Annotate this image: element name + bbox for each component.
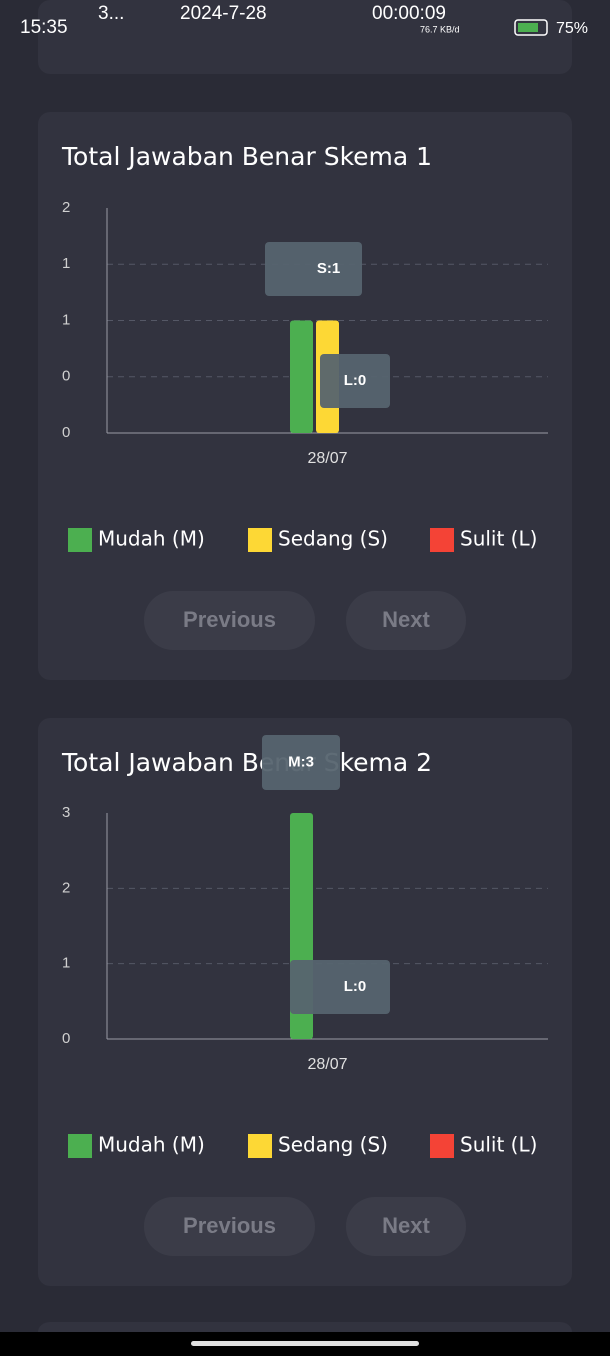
legend-label: Sulit (L) (460, 1133, 537, 1157)
legend-label: Mudah (M) (98, 527, 205, 551)
legend-label: Sedang (S) (278, 527, 388, 551)
x-tick-label: 28/07 (307, 450, 347, 467)
tooltip-text: M:3 (288, 753, 314, 770)
tooltip (320, 354, 390, 408)
y-tick-label: 0 (62, 424, 70, 441)
y-tick-label: 1 (62, 311, 70, 328)
battery: 75% (556, 20, 588, 37)
legend-swatch (430, 528, 454, 552)
y-tick-label: 1 (62, 955, 70, 972)
notice: 3... (98, 3, 124, 24)
next-label[interactable]: Next (382, 1213, 430, 1238)
y-tick-label: 2 (62, 879, 70, 896)
y-tick-label: 3 (62, 804, 70, 821)
time: 15:35 (20, 17, 68, 38)
home-handle[interactable] (191, 1341, 419, 1346)
battery-icon (514, 19, 548, 36)
next-button[interactable] (346, 1197, 466, 1256)
legend-swatch (248, 1134, 272, 1158)
timer: 00:00:09 (372, 3, 446, 24)
legend-label: Sulit (L) (460, 527, 537, 551)
legend-swatch (248, 528, 272, 552)
card-top (38, 0, 572, 74)
y-tick-label: 0 (62, 1030, 70, 1047)
tooltip (265, 242, 362, 296)
chart-title: Total Jawaban Benar Skema 2 (61, 748, 432, 777)
legend-label: Mudah (M) (98, 1133, 205, 1157)
legend-label: Sedang (S) (278, 1133, 388, 1157)
chart-title: Total Jawaban Benar Skema 1 (61, 142, 432, 171)
legend-swatch (68, 1134, 92, 1158)
next-button[interactable] (346, 591, 466, 650)
legend-swatch (430, 1134, 454, 1158)
y-tick-label: 1 (62, 255, 70, 272)
previous-label[interactable]: Previous (183, 1213, 276, 1238)
speed: 76.7 KB/d (420, 24, 460, 34)
tooltip (290, 960, 390, 1014)
tooltip (262, 735, 340, 790)
bar (290, 320, 313, 433)
tooltip-text: S:1 (317, 260, 340, 277)
previous-button[interactable] (144, 591, 315, 650)
x-tick-label: 28/07 (307, 1056, 347, 1073)
next-label[interactable]: Next (382, 607, 430, 632)
previous-label[interactable]: Previous (183, 607, 276, 632)
legend-swatch (68, 528, 92, 552)
battery-level (518, 23, 538, 32)
date: 2024-7-28 (180, 3, 267, 24)
y-tick-label: 0 (62, 368, 70, 385)
tooltip-text: L:0 (344, 978, 367, 995)
previous-button[interactable] (144, 1197, 315, 1256)
tooltip-text: L:0 (344, 372, 367, 389)
y-tick-label: 2 (62, 199, 70, 216)
